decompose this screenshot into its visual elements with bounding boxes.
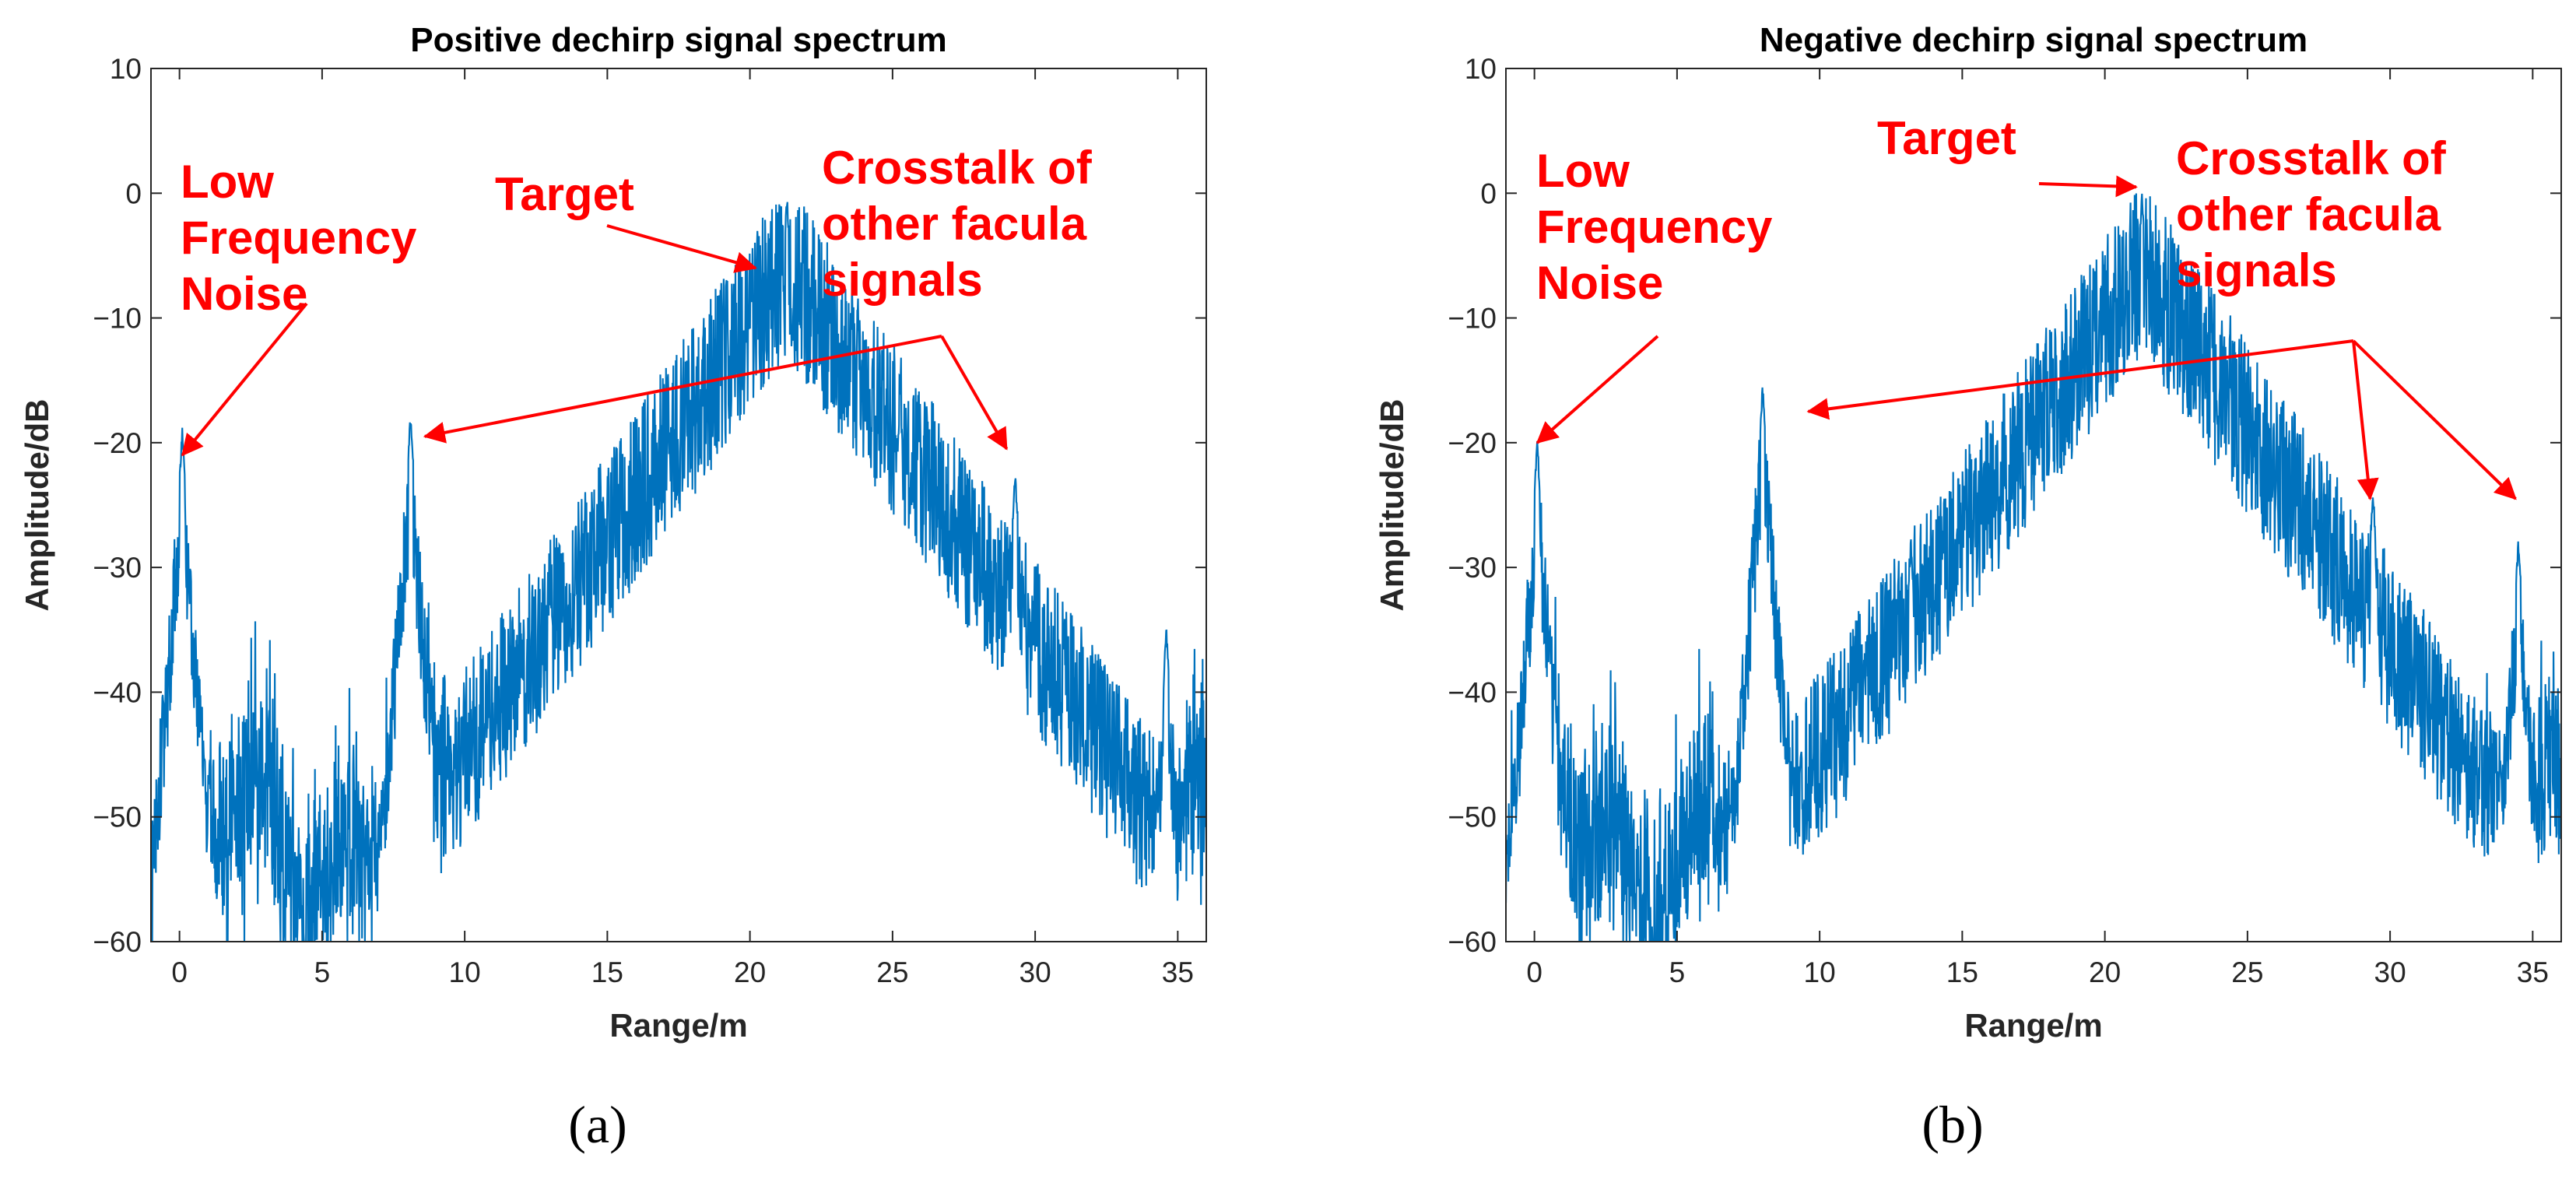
- x-tick-label: 25: [876, 956, 908, 988]
- y-tick-label: −40: [1448, 676, 1497, 708]
- x-tick-label: 35: [2517, 956, 2549, 988]
- annotation-text: other facula: [2176, 188, 2441, 240]
- spectrum-line: [151, 202, 1206, 942]
- annotation-text: signals: [822, 254, 983, 306]
- axes-box: [1505, 68, 2562, 942]
- annotation-text: Low: [181, 156, 274, 208]
- y-tick-label: 0: [1480, 177, 1497, 209]
- annotation-text: Crosstalk of: [2176, 132, 2447, 184]
- y-axis-label: Amplitude/dB: [1374, 399, 1410, 612]
- annotation-text: Target: [1877, 112, 2016, 164]
- annotation-arrow: [2038, 175, 2138, 198]
- y-tick-label: 10: [1465, 53, 1497, 85]
- annotation-arrow: [1535, 335, 1659, 444]
- annotation-arrow: [1806, 339, 2354, 420]
- y-tick-label: −60: [93, 926, 142, 958]
- x-tick-label: 30: [1020, 956, 1051, 988]
- y-tick-label: 10: [110, 53, 142, 85]
- y-tick-label: −30: [93, 552, 142, 584]
- x-tick-label: 35: [1162, 956, 1194, 988]
- x-tick-label: 20: [2089, 956, 2121, 988]
- annotation-arrow: [181, 302, 308, 457]
- annotation-text: Target: [495, 168, 634, 220]
- annotation-arrow: [2352, 340, 2379, 500]
- x-axis-label: Range/m: [609, 1007, 747, 1044]
- y-tick-label: −20: [93, 427, 142, 459]
- chart-panel-a: 0 5 10 15 20 25 30 35 10 0 −10 −20 −30 −40 −50 −60 Posit…: [19, 21, 1207, 1154]
- x-tick-label: 0: [171, 956, 188, 988]
- chart-panel-b: 0 5 10 15 20 25 30 35 10 0 −10 −20 −30 −40 −50 −60 Negat…: [1374, 21, 2562, 1154]
- annotation-arrow: [423, 335, 942, 444]
- chart-title: Positive dechirp signal spectrum: [410, 21, 947, 59]
- y-tick-label: −50: [93, 802, 142, 833]
- annotation-arrow: [940, 335, 1009, 451]
- y-tick-label: 0: [125, 177, 142, 209]
- x-tick-label: 0: [1526, 956, 1542, 988]
- x-tick-label: 5: [314, 956, 331, 988]
- y-tick-label: −20: [1448, 427, 1497, 459]
- annotation-text: Noise: [1536, 257, 1663, 309]
- y-tick-label: −10: [1448, 303, 1497, 335]
- annotation-text: Frequency: [181, 212, 417, 264]
- x-axis-label: Range/m: [1964, 1007, 2102, 1044]
- annotation-text: Frequency: [1536, 201, 1773, 253]
- y-tick-label: −50: [1448, 802, 1497, 833]
- y-tick-label: −10: [93, 303, 142, 335]
- x-tick-label: 10: [449, 956, 481, 988]
- x-tick-label: 30: [2374, 956, 2406, 988]
- x-tick-label: 10: [1804, 956, 1836, 988]
- x-tick-label: 15: [1946, 956, 1978, 988]
- annotation-arrow: [2352, 339, 2517, 500]
- annotation-text: Crosstalk of: [822, 142, 1093, 194]
- x-tick-label: 20: [734, 956, 766, 988]
- annotation-text: Low: [1536, 145, 1630, 197]
- panel-label: (a): [568, 1095, 626, 1154]
- annotation-text: other facula: [822, 198, 1087, 250]
- annotation-text: signals: [2176, 244, 2337, 296]
- chart-title: Negative dechirp signal spectrum: [1760, 21, 2308, 59]
- y-tick-label: −40: [93, 676, 142, 708]
- x-tick-label: 25: [2231, 956, 2263, 988]
- annotation-text: Noise: [181, 268, 307, 320]
- y-tick-label: −60: [1448, 926, 1497, 958]
- axes-box: [150, 68, 1207, 942]
- y-tick-label: −30: [1448, 552, 1497, 584]
- annotation-arrow: [606, 224, 757, 273]
- panel-label: (b): [1921, 1095, 1983, 1154]
- y-axis-label: Amplitude/dB: [19, 399, 55, 612]
- x-tick-label: 15: [591, 956, 623, 988]
- x-tick-label: 5: [1669, 956, 1686, 988]
- spectrum-line: [1506, 193, 2561, 942]
